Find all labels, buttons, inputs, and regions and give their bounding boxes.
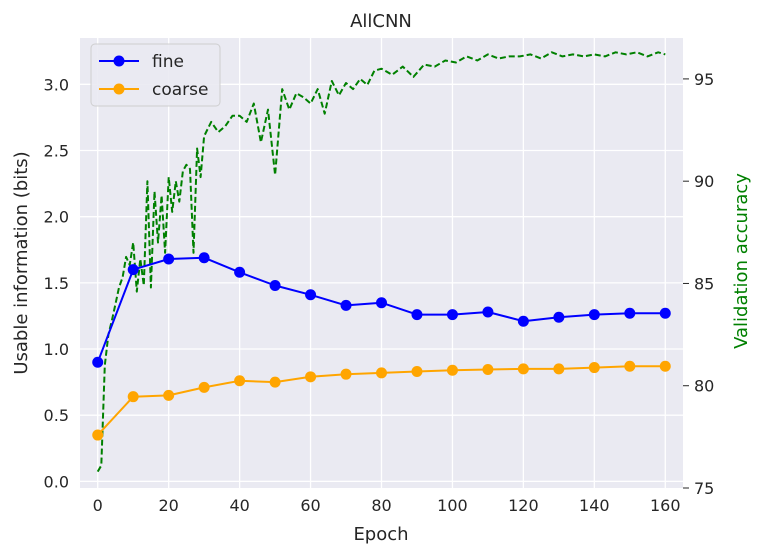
x-tick-label: 0 xyxy=(93,496,103,515)
fine-point xyxy=(411,309,423,321)
legend-coarse-marker xyxy=(113,83,125,95)
y-right-tick-label: 95 xyxy=(694,70,714,89)
legend: fine coarse xyxy=(90,43,221,107)
y-right-tick-label: 75 xyxy=(694,479,714,498)
coarse-point xyxy=(269,376,281,388)
coarse-point xyxy=(411,366,423,378)
y-right-tick-label: 85 xyxy=(694,274,714,293)
y-right-tick-label: 90 xyxy=(694,172,714,191)
coarse-point xyxy=(659,360,671,372)
fine-point xyxy=(517,315,529,327)
fine-point xyxy=(588,309,600,321)
fine-point xyxy=(234,266,246,278)
y-tick-label: 2.0 xyxy=(44,208,69,227)
legend-fine-marker xyxy=(113,55,125,67)
coarse-point xyxy=(446,364,458,376)
fine-point xyxy=(553,311,565,323)
fine-point xyxy=(340,299,352,311)
y-axis-right-label: Validation accuracy xyxy=(731,173,752,349)
y-tick-label: 0.0 xyxy=(44,472,69,491)
coarse-point xyxy=(234,375,246,387)
y-axis-label: Usable information (bits) xyxy=(11,151,32,374)
x-axis-label: Epoch xyxy=(353,524,408,545)
y-right-tick-label: 80 xyxy=(694,377,714,396)
coarse-point xyxy=(624,360,636,372)
coarse-point xyxy=(340,368,352,380)
x-tick-label: 60 xyxy=(300,496,320,515)
coarse-point xyxy=(517,363,529,375)
validation-accuracy-series-line xyxy=(96,51,666,473)
coarse-point xyxy=(482,364,494,376)
coarse-point xyxy=(553,363,565,375)
x-tick-label: 100 xyxy=(437,496,468,515)
y-tick-label: 1.0 xyxy=(44,340,69,359)
chart-title: AllCNN xyxy=(350,11,412,32)
x-tick-label: 20 xyxy=(158,496,178,515)
coarse-point xyxy=(198,381,210,393)
fine-point xyxy=(92,356,104,368)
fine-point xyxy=(198,252,210,264)
y-tick-label: 3.0 xyxy=(44,75,69,94)
y-tick-label: 0.5 xyxy=(44,406,69,425)
fine-point xyxy=(659,307,671,319)
y-tick-label: 1.5 xyxy=(44,274,69,293)
x-tick-label: 120 xyxy=(508,496,539,515)
coarse-point xyxy=(588,362,600,374)
fine-point xyxy=(127,264,139,276)
fine-point xyxy=(446,309,458,321)
x-tick-label: 40 xyxy=(229,496,249,515)
fine-point xyxy=(163,253,175,265)
x-tick-label: 80 xyxy=(371,496,391,515)
fine-point xyxy=(269,280,281,291)
grid xyxy=(80,38,683,488)
coarse-point xyxy=(127,391,139,403)
coarse-point xyxy=(163,389,175,401)
legend-fine-label: fine xyxy=(152,52,184,72)
ticks: 0 20 40 60 80 100 120 140 160 0.0 0.5 1.0 1.5 2.0 2.5 3… xyxy=(44,70,715,515)
fine-point xyxy=(482,306,494,318)
y-tick-label: 2.5 xyxy=(44,142,69,161)
x-tick-label: 140 xyxy=(579,496,610,515)
fine-point xyxy=(624,307,636,319)
coarse-point xyxy=(305,371,317,383)
coarse-point xyxy=(92,429,104,441)
fine-point xyxy=(376,297,387,309)
series-layer xyxy=(92,51,671,473)
x-tick-label: 160 xyxy=(650,496,681,515)
coarse-point xyxy=(376,367,387,379)
legend-coarse-label: coarse xyxy=(152,80,208,100)
fine-point xyxy=(305,289,317,301)
